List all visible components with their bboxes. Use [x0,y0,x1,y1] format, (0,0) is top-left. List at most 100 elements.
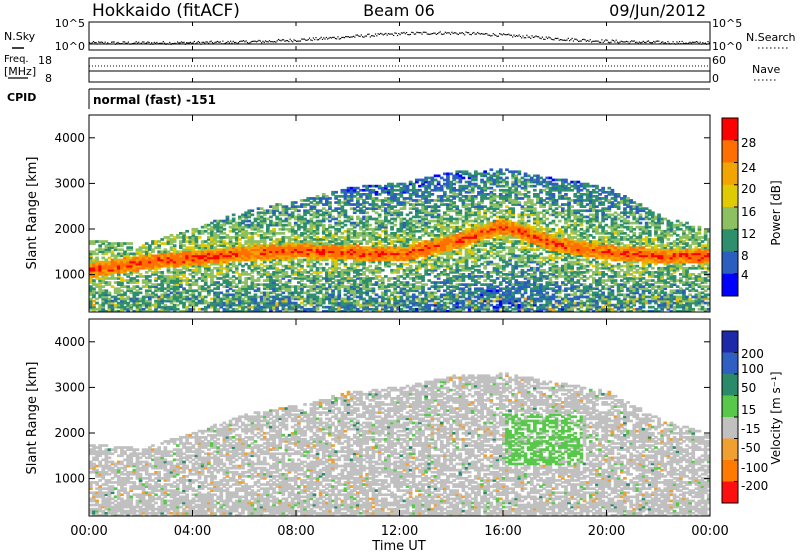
power-cell [89,307,93,311]
power-cell [446,240,450,243]
power-cell [132,271,137,274]
power-cell [154,289,158,293]
noise-point [245,40,247,42]
power-cell [340,254,345,258]
power-cell [362,281,366,284]
power-cell [446,217,450,221]
power-cell [210,256,214,260]
power-cell [427,186,432,190]
power-cell [343,299,348,303]
power-cell [259,305,264,309]
power-cell [172,287,177,291]
power-cell [312,199,317,202]
power-cell [256,289,261,293]
power-cell [98,248,102,252]
noise-point [462,33,465,35]
power-cell [169,258,174,262]
power-cell [287,299,292,303]
power-cell [101,281,106,284]
power-cell [405,188,410,192]
power-cell [380,188,385,192]
power-cell [157,275,161,278]
power-cell [461,289,466,293]
power-cell [430,211,435,215]
noise-point [642,40,644,42]
power-cell [315,238,320,241]
noise-point [142,41,144,43]
power-cell [259,244,264,247]
noise-point [519,35,522,38]
power-cell [365,289,369,293]
noise-point [224,42,227,44]
power-cell [256,283,261,286]
power-cell [331,244,335,247]
power-cell [377,258,382,262]
power-cell [272,246,276,249]
power-cell [328,232,332,235]
power-cell [408,229,413,233]
power-cell [328,244,332,247]
power-cell [443,305,447,309]
power-cell [387,301,391,305]
noise-point [572,40,575,42]
power-cell [449,195,453,198]
power-cell [281,225,286,229]
power-cell [421,229,425,233]
power-cell [191,301,196,305]
noise-point [226,41,228,44]
power-cell [455,213,460,217]
power-cell [172,307,177,311]
power-cell [374,238,379,241]
power-cell [144,252,149,256]
power-cell [325,209,329,213]
power-cell [402,250,407,254]
power-cell [231,293,236,297]
power-cell [132,279,137,282]
power-cell [356,234,360,237]
power-cell [436,295,441,299]
power-cell [337,303,342,307]
power-cell [256,225,261,229]
power-cell [405,305,410,309]
power-cell [157,277,161,280]
noise-point [616,41,619,43]
power-cell [197,246,202,249]
power-cell [151,291,155,295]
power-cell [402,182,407,186]
power-cell [340,305,345,309]
power-cell [250,271,255,274]
freq-left-tick-bottom: 8 [45,72,52,85]
power-cell [309,223,314,227]
power-cell [238,299,242,303]
power-cell [449,291,453,295]
power-cell [216,283,220,286]
power-cell [272,271,276,274]
power-cell [231,301,236,305]
power-cell [256,277,261,280]
power-cell [200,229,205,233]
power-cell [334,217,338,221]
power-cell [321,236,326,239]
power-cell [418,297,422,301]
power-cell [359,291,363,295]
power-cell [430,215,435,219]
power-cell [275,207,279,210]
power-cell [418,277,422,280]
power-cell [439,186,444,190]
power-cell [384,188,388,192]
noise-point [698,42,700,45]
power-cell [247,301,252,305]
power-cell [197,293,202,297]
power-cell [380,205,385,208]
noise-point [274,41,276,43]
power-cell [340,213,345,217]
power-cell [169,238,174,241]
power-cell [272,207,276,210]
power-cell [464,262,469,266]
power-cell [374,250,379,254]
power-cell [154,295,158,299]
power-cell [334,252,338,256]
power-cell [393,193,397,196]
power-cell [278,293,283,297]
power-cell [126,256,130,260]
